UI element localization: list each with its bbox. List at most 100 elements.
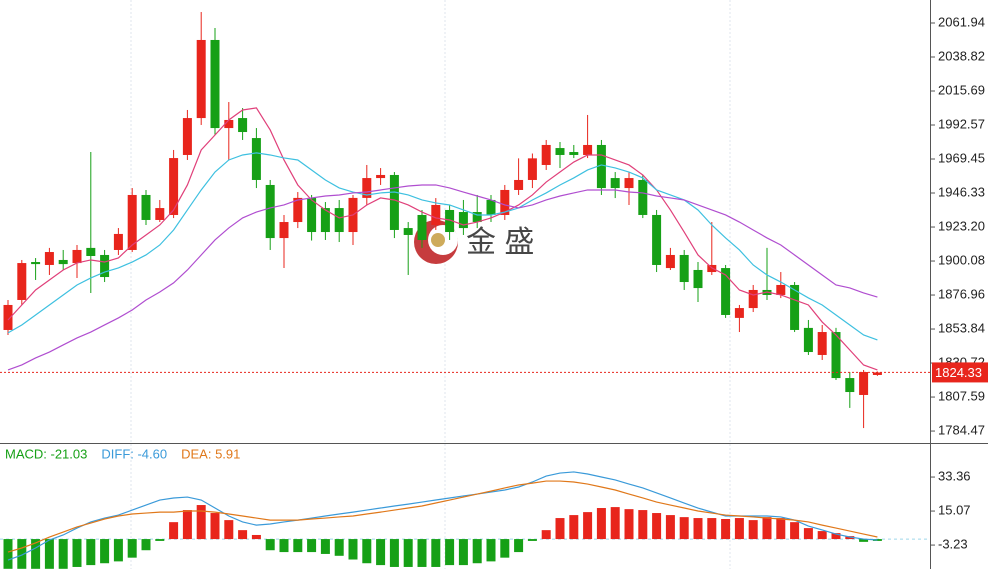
candle-body (569, 152, 579, 155)
candle-body (458, 212, 468, 229)
ma-line (7, 184, 878, 371)
candle-body (403, 228, 413, 235)
macd-bar (307, 539, 317, 553)
macd-bar (831, 533, 841, 540)
macd-bar (638, 510, 648, 540)
macd-bar (734, 518, 744, 540)
macd-bar (762, 517, 772, 540)
candle-body (514, 179, 524, 190)
macd-bar (569, 515, 579, 540)
macd-bar (31, 539, 41, 569)
candle-body (652, 214, 662, 265)
candle-body (224, 119, 234, 129)
macd-bar (210, 513, 220, 540)
y-tick-label: 1807.59 (938, 388, 985, 403)
candle-body (72, 249, 82, 264)
candle-body (86, 247, 96, 256)
candle-body (182, 118, 192, 155)
y-tick-label: 1853.84 (938, 320, 985, 335)
macd-bar (583, 512, 593, 540)
macd-bar (44, 539, 54, 569)
watermark: 金 盛 (414, 220, 534, 264)
macd-line (7, 480, 878, 553)
macd-bar (872, 539, 882, 541)
candle-body (251, 138, 261, 180)
macd-bar (665, 515, 675, 540)
macd-bar (707, 518, 717, 540)
candle-body (307, 197, 317, 233)
candle-body (431, 204, 441, 225)
macd-bar (500, 539, 510, 558)
candle-body (665, 254, 675, 269)
y-tick-label: 33.36 (938, 468, 971, 483)
candle-body (31, 262, 41, 265)
macd-bar (652, 513, 662, 540)
candle-body (472, 212, 482, 223)
candle-body (610, 178, 620, 189)
macd-bar (348, 539, 358, 560)
macd-bar (224, 520, 234, 540)
macd-bar (334, 539, 344, 556)
candle-body (320, 208, 330, 233)
candle-body (721, 268, 731, 315)
candle-body (196, 39, 206, 119)
candle-body (624, 178, 634, 189)
candle-body (445, 209, 455, 233)
macd-bar (127, 539, 137, 558)
watermark-logo (431, 233, 445, 247)
macd-bar (155, 539, 165, 541)
macd-bar (431, 539, 441, 567)
candle-body (141, 194, 151, 220)
candle-body (734, 308, 744, 318)
candle-body (169, 158, 179, 215)
candle-body (113, 233, 123, 250)
macd-bar (445, 539, 455, 566)
candle-body (803, 327, 813, 353)
y-tick-label: 15.07 (938, 502, 971, 517)
candle-body (817, 332, 827, 355)
macd-bar (679, 517, 689, 540)
macd-bar (486, 539, 496, 562)
candle-body (58, 259, 68, 265)
candle-body (679, 254, 689, 283)
macd-bar (748, 520, 758, 540)
macd-bar (58, 539, 68, 569)
macd-bar (113, 539, 123, 562)
macd-bar (251, 534, 261, 540)
macd-bar (376, 539, 386, 566)
y-tick-label: 1784.47 (938, 422, 985, 437)
macd-bar (279, 539, 289, 553)
candle-body (638, 179, 648, 215)
candle-body (127, 194, 137, 250)
macd-bar (624, 509, 634, 540)
candle-body (44, 252, 54, 265)
y-tick-label: 1946.33 (938, 184, 985, 199)
macd-bar (100, 539, 110, 564)
y-tick-label: 2015.69 (938, 82, 985, 97)
macd-bar (776, 518, 786, 540)
candle-body (334, 208, 344, 233)
legend-entry: DIFF: -4.60 (101, 446, 167, 461)
candle-body (583, 144, 593, 155)
candle-body (279, 222, 289, 239)
macd-bar (293, 539, 303, 553)
candle-body (790, 284, 800, 330)
macd-bar (362, 539, 372, 564)
macd-bar (472, 539, 482, 564)
macd-bar (859, 539, 869, 542)
macd-bar (693, 518, 703, 540)
macd-bar (596, 508, 606, 540)
y-tick-label: -3.23 (938, 537, 968, 552)
y-tick-label: 2061.94 (938, 14, 985, 29)
macd-bar (721, 518, 731, 540)
watermark-text: 金 盛 (466, 226, 534, 259)
candle-body (362, 178, 372, 198)
macd-bar (527, 539, 537, 541)
legend-entry: DEA: 5.91 (181, 446, 240, 461)
macd-bar (803, 528, 813, 540)
macd-bar (555, 518, 565, 540)
y-tick-label: 1876.96 (938, 286, 985, 301)
candle-body (376, 174, 386, 179)
